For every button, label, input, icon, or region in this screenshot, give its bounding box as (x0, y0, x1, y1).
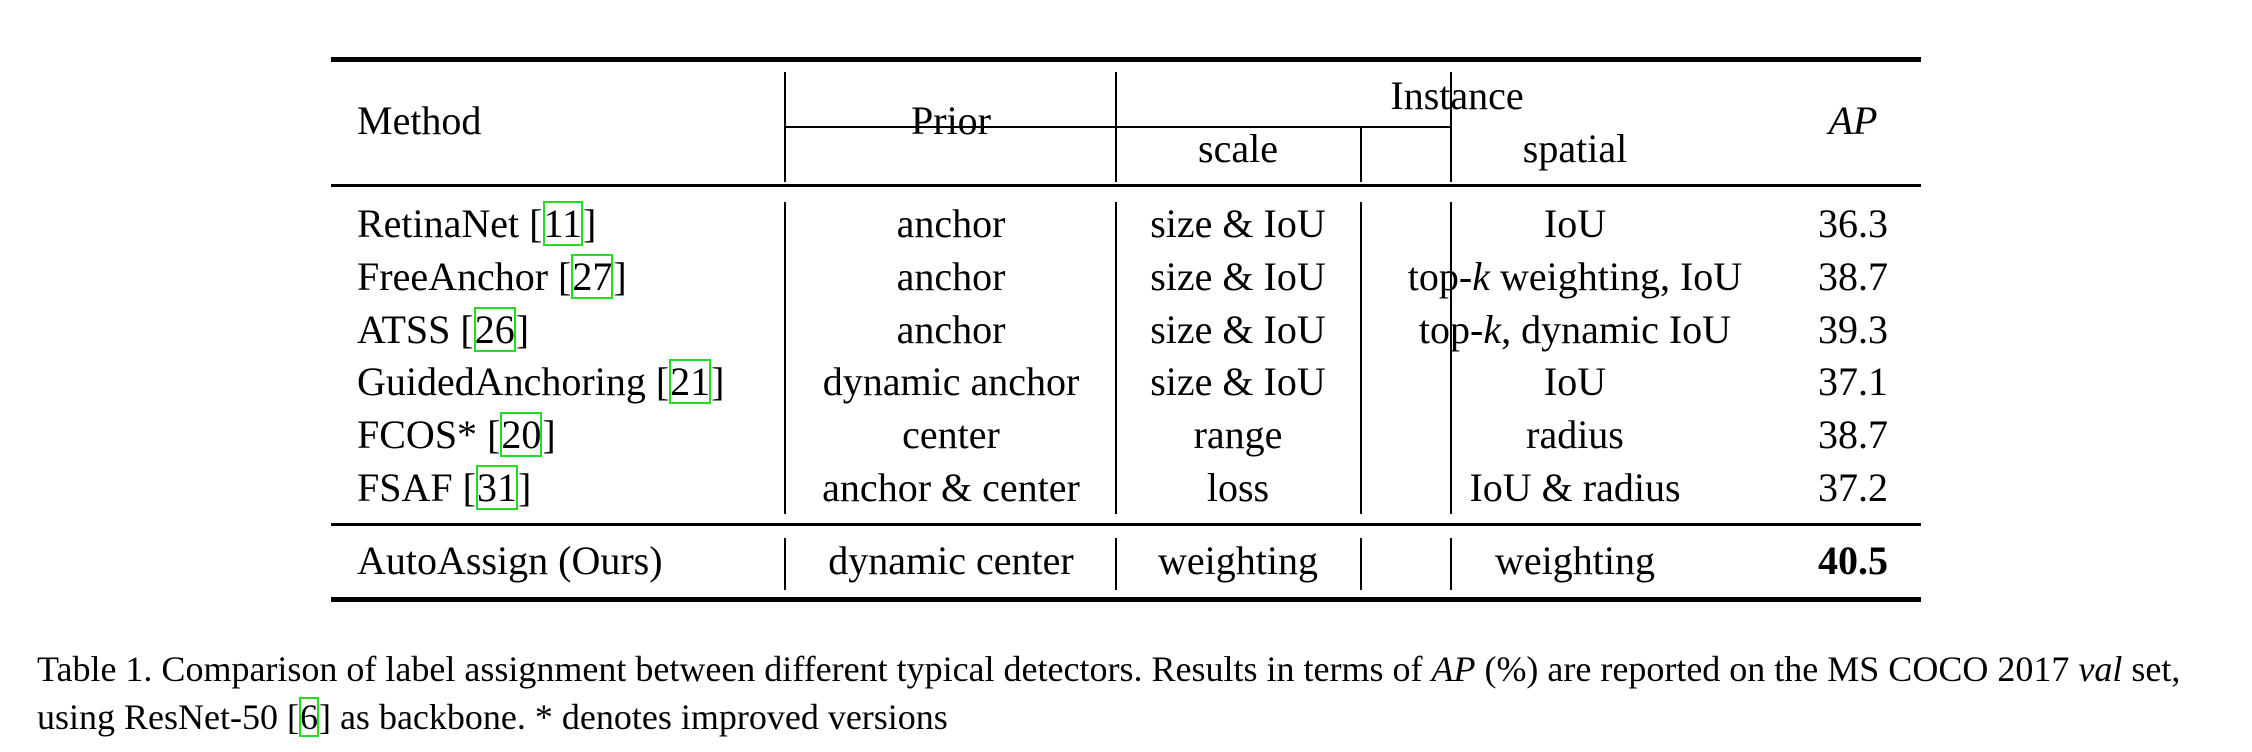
body-vline-3 (1360, 202, 1362, 514)
citation-bracket-open: [ (548, 254, 572, 299)
header-vline-2 (1115, 72, 1117, 182)
caption-val: val (2078, 649, 2123, 689)
method-cell: ATSS [26] (357, 306, 529, 354)
prior-cell: center (902, 412, 1000, 457)
ours-vline-2 (1115, 538, 1117, 590)
ours-prior-cell: dynamic center (828, 538, 1074, 583)
ours-spatial-cell: weighting (1495, 538, 1655, 583)
citation-bracket-close: ] (613, 254, 627, 299)
ap-cell: 38.7 (1818, 412, 1888, 457)
scale-cell: loss (1206, 465, 1270, 510)
spatial-k: k (1472, 254, 1491, 299)
citation-link[interactable]: 21 (669, 359, 712, 404)
prior-cell: anchor & center (822, 465, 1080, 510)
spatial-cell: top-k, dynamic IoU (1419, 306, 1731, 354)
spatial-cell: top-k weighting, IoU (1408, 253, 1742, 301)
scale-cell: size & IoU (1150, 254, 1326, 299)
citation-bracket-open: [ (519, 201, 543, 246)
caption-text-1: Table 1. Comparison of label assignment … (37, 649, 1432, 689)
citation-bracket-open: [ (450, 307, 474, 352)
citation-link[interactable]: 20 (500, 412, 543, 457)
citation-bracket-open: [ (645, 359, 670, 404)
method-cell: FCOS* [20] (357, 411, 556, 459)
ours-vline-3 (1360, 538, 1362, 590)
caption-text-3: set, using ResNet-50 [ (37, 649, 2181, 737)
ours-method-cell: AutoAssign (Ours) (357, 538, 663, 583)
instance-subrule (784, 126, 1451, 128)
header-ap: AP (1828, 98, 1878, 143)
scale-cell: size & IoU (1150, 307, 1326, 352)
spatial-cell: IoU & radius (1469, 465, 1681, 510)
ours-separator-rule (331, 523, 1921, 526)
ap-cell: 37.2 (1818, 465, 1888, 510)
body-vline-2 (1115, 202, 1117, 514)
scale-cell: size & IoU (1150, 201, 1326, 246)
ap-cell: 36.3 (1818, 201, 1888, 246)
top-rule (331, 57, 1921, 62)
scale-cell: size & IoU (1150, 359, 1326, 404)
citation-bracket-open: [ (477, 412, 501, 457)
spatial-text-a: top- (1418, 307, 1484, 352)
body-vline-1 (784, 202, 786, 514)
citation-link[interactable]: 31 (475, 465, 518, 510)
header-instance: Instance (1390, 73, 1524, 118)
prior-cell: dynamic anchor (822, 359, 1080, 404)
citation-bracket-close: ] (517, 465, 532, 510)
header-vline-1 (784, 72, 786, 182)
ours-ap-cell: 40.5 (1818, 538, 1888, 583)
spatial-cell: IoU (1543, 359, 1607, 404)
method-name: RetinaNet (357, 201, 520, 246)
header-method: Method (357, 98, 482, 143)
method-cell: FSAF [31] (357, 464, 531, 512)
prior-cell: anchor (896, 201, 1006, 246)
ours-vline-1 (784, 538, 786, 590)
method-cell: GuidedAnchoring [21] (357, 358, 724, 406)
caption-citation-link[interactable]: 6 (298, 697, 319, 737)
header-prior: Prior (911, 98, 991, 143)
citation-bracket-close: ] (515, 307, 530, 352)
ap-cell: 39.3 (1818, 307, 1888, 352)
table-caption: Table 1. Comparison of label assignment … (37, 645, 2227, 741)
header-rule (331, 184, 1921, 187)
method-cell: RetinaNet [11] (357, 200, 596, 248)
spatial-text-b: weighting, IoU (1490, 254, 1743, 299)
citation-bracket-close: ] (583, 201, 597, 246)
citation-link[interactable]: 27 (571, 254, 614, 299)
header-scale: scale (1198, 126, 1278, 171)
spatial-text-a: top- (1407, 254, 1473, 299)
citation-link[interactable]: 11 (542, 201, 584, 246)
ours-scale-cell: weighting (1158, 538, 1318, 583)
method-name: ATSS (357, 307, 451, 352)
bottom-rule (331, 597, 1921, 602)
method-name: FCOS* (357, 412, 478, 457)
prior-cell: anchor (896, 254, 1006, 299)
spatial-cell: IoU (1543, 201, 1607, 246)
method-cell: FreeAnchor [27] (357, 253, 627, 301)
citation-bracket-close: ] (542, 412, 556, 457)
spatial-k: k (1483, 307, 1502, 352)
citation-link[interactable]: 26 (473, 307, 516, 352)
method-name: GuidedAnchoring (357, 359, 646, 404)
spatial-text-b: , dynamic IoU (1501, 307, 1732, 352)
header-spatial: spatial (1522, 126, 1628, 171)
header-vline-scale-spatial-divider (1360, 128, 1362, 182)
header-vline-scale-spatial (1450, 72, 1452, 182)
citation-bracket-open: [ (452, 465, 476, 510)
method-name: FSAF (357, 465, 453, 510)
ours-vline-4 (1450, 538, 1452, 590)
prior-cell: anchor (896, 307, 1006, 352)
spatial-cell: radius (1526, 412, 1624, 457)
caption-text-4: ] as backbone. * denotes improved versio… (318, 697, 948, 737)
scale-cell: range (1193, 412, 1283, 457)
body-vline-4 (1450, 202, 1452, 514)
ap-cell: 37.1 (1818, 359, 1888, 404)
caption-ap: AP (1431, 649, 1476, 689)
citation-bracket-close: ] (711, 359, 725, 404)
ap-cell: 38.7 (1818, 254, 1888, 299)
caption-text-2: (%) are reported on the MS COCO 2017 (1475, 649, 2079, 689)
method-name: FreeAnchor (357, 254, 549, 299)
